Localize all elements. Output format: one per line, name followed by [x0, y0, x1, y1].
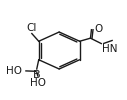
Text: HO: HO [6, 66, 22, 76]
Text: HO: HO [30, 78, 46, 88]
Text: B: B [33, 70, 41, 80]
Text: HN: HN [102, 44, 117, 54]
Text: O: O [94, 24, 102, 34]
Text: Cl: Cl [27, 23, 37, 33]
